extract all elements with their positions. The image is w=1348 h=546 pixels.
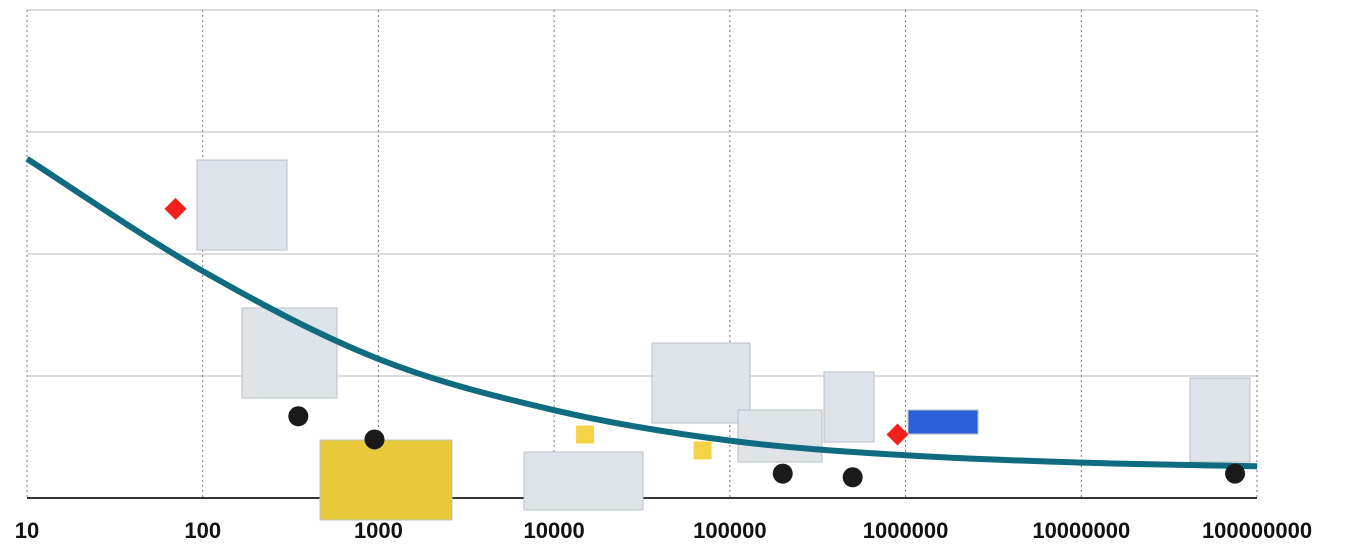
loader-picture bbox=[319, 439, 453, 521]
x-tick-label: 100000 bbox=[693, 518, 766, 543]
small-car-picture bbox=[737, 409, 823, 463]
point bbox=[772, 463, 793, 484]
point bbox=[886, 423, 909, 446]
point bbox=[288, 406, 309, 427]
point bbox=[364, 429, 385, 450]
x-tick-label: 10000 bbox=[524, 518, 585, 543]
point bbox=[1225, 463, 1246, 484]
pictures bbox=[196, 159, 1251, 521]
point bbox=[576, 425, 595, 444]
x-tick-label: 100000000 bbox=[1202, 518, 1312, 543]
train-picture bbox=[196, 159, 288, 251]
x-tick-label: 10 bbox=[15, 518, 39, 543]
breaker-picture bbox=[1189, 377, 1251, 463]
point bbox=[693, 441, 712, 460]
trend-line bbox=[25, 156, 1258, 470]
switchgear-picture bbox=[651, 342, 751, 424]
router-picture bbox=[907, 409, 979, 435]
washing-machine-picture bbox=[823, 371, 875, 443]
point bbox=[164, 197, 187, 220]
tram-picture bbox=[241, 307, 338, 399]
x-tick-label: 100 bbox=[184, 518, 221, 543]
point bbox=[842, 467, 863, 488]
x-tick-label: 1000 bbox=[354, 518, 403, 543]
x-tick-label: 10000000 bbox=[1032, 518, 1130, 543]
car-picture bbox=[523, 451, 644, 511]
x-tick-label: 1000000 bbox=[863, 518, 949, 543]
